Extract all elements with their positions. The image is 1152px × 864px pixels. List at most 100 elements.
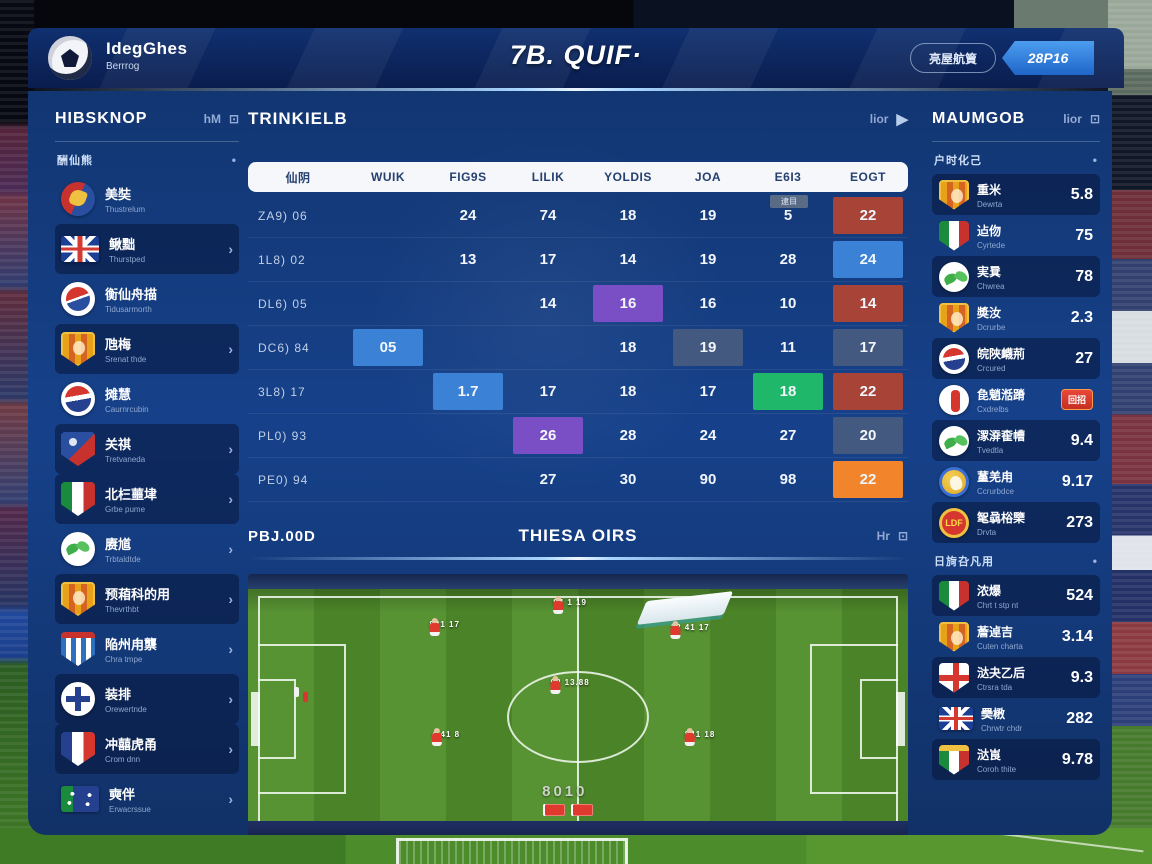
left-group-label[interactable]: 酬仙熊 • xyxy=(57,152,237,168)
right-group2-label[interactable]: 日㫊叴凡用 • xyxy=(934,553,1098,569)
player-marker: 4 41 8 xyxy=(432,728,460,739)
sidebar-item-team[interactable]: 赓馗 Trbtaldtde › xyxy=(55,524,239,574)
points-button[interactable]: 28P16 xyxy=(1002,41,1094,75)
stadium-crowd-right-background xyxy=(1108,0,1152,864)
column-header[interactable]: E6I3 xyxy=(774,170,802,184)
stat-name: 㲛骉㭲㯺 xyxy=(977,510,1026,525)
column-header[interactable]: FIG9S xyxy=(449,170,487,184)
table-cell: 90 xyxy=(699,471,717,488)
player-label: 68 13.88 xyxy=(550,677,590,687)
table-cell: 5 xyxy=(783,207,793,224)
field-section-divider xyxy=(248,557,908,560)
column-header[interactable]: 仙阴 xyxy=(285,170,311,185)
stat-subtitle: Cxdrelbs xyxy=(977,404,1009,414)
stat-list-item[interactable]: 奬汝 Dcrurbe 2.3 xyxy=(932,297,1100,338)
sidebar-item-team[interactable]: 北㭅蘁垏 Grbe pume › xyxy=(55,474,239,524)
team-subtitle: Thevrthbt xyxy=(105,605,139,614)
status-badge: 回招 xyxy=(1060,389,1093,410)
team-name: 摊慧 xyxy=(105,387,132,402)
column-header[interactable]: WUIK xyxy=(371,170,405,184)
table-row[interactable]: DC6) 84 05 18 19 11 17 xyxy=(248,326,908,370)
stat-name: 重米 xyxy=(977,182,1002,197)
table-cell-highlight: 22 xyxy=(833,461,903,498)
brand-block: IdegGhes Berrrog xyxy=(106,39,187,72)
column-header[interactable]: YOLDIS xyxy=(604,170,652,184)
table-cell: 18 xyxy=(619,207,637,224)
column-header[interactable]: JOA xyxy=(694,170,722,184)
stat-list-item[interactable]: 皖陜衊荊 Crcured 27 xyxy=(932,338,1100,379)
table-cell xyxy=(348,194,428,237)
table-row[interactable]: 3L8) 17 1.7 17 18 17 18 22 xyxy=(248,370,908,414)
sidebar-item-team[interactable]: 美奘 Thustrelum xyxy=(55,174,239,224)
team-flag-icon xyxy=(61,382,95,416)
sidebar-item-team[interactable]: 鳅黜 Thurstped › xyxy=(55,224,239,274)
table-title: TRINKIELB xyxy=(248,109,348,128)
right-sidebar-icons: lior ⊡ xyxy=(1063,112,1100,126)
sidebar-item-team[interactable]: 摊慧 Caurnrcubin xyxy=(55,374,239,424)
table-row[interactable]: PL0) 93 26 28 24 27 20 xyxy=(248,414,908,458)
bracket-icon[interactable]: ⊡ xyxy=(228,112,239,126)
stat-list-item[interactable]: 薝逴吉 Cuten charta 3.14 xyxy=(932,616,1100,657)
stat-list-item[interactable]: 㳠崀 Coroh thite 9.78 xyxy=(932,739,1100,780)
mode-pill-button[interactable]: 亮屋航簤 xyxy=(909,43,996,73)
stat-list-item[interactable]: 潈㴁㮅㡟 Tvedtla 9.4 xyxy=(932,420,1100,461)
table-more-button[interactable]: lior ▶ xyxy=(870,110,908,128)
bracket-icon[interactable]: ⊡ xyxy=(897,529,908,543)
table-cell: 27 xyxy=(539,471,557,488)
table-cell: 19 xyxy=(699,207,717,224)
grid-icon[interactable]: hM xyxy=(203,112,221,126)
table-row[interactable]: PE0) 94 27 30 90 98 22 xyxy=(248,458,908,502)
stat-list-item[interactable]: 実㠱 Chwrea 78 xyxy=(932,256,1100,297)
table-cell-highlight: 05 xyxy=(353,329,423,366)
more-label[interactable]: lior xyxy=(1063,112,1082,126)
player-marker: 841 17 xyxy=(429,618,459,629)
table-row[interactable]: ZA9) 06 24 74 18 19 5 22 xyxy=(248,194,908,238)
topbar-divider xyxy=(28,88,1124,91)
sidebar-item-team[interactable]: 衡仙舟描 Tidusarmorth xyxy=(55,274,239,324)
pitch-six-yard-box-right xyxy=(860,679,898,759)
stat-list-item[interactable]: 蓳羌甪 Ccrurbdce 9.17 xyxy=(932,461,1100,502)
row-label: 3L8) 17 xyxy=(258,384,306,399)
right-group1-label[interactable]: 户时化己 • xyxy=(934,152,1098,168)
team-subtitle: Thustrelum xyxy=(105,205,146,214)
column-header[interactable]: LILIK xyxy=(531,170,565,184)
sidebar-item-team[interactable]: 预葙科的用 Thevrthbt › xyxy=(55,574,239,624)
column-header[interactable]: EOGT xyxy=(849,170,886,184)
team-name: 装排 xyxy=(105,687,132,702)
sidebar-item-team[interactable]: 装排 Orewertnde › xyxy=(55,674,239,724)
right-group1-label-text: 户时化己 xyxy=(934,155,982,167)
table-row[interactable]: DL6) 05 14 16 16 10 14 xyxy=(248,282,908,326)
event-chip xyxy=(543,803,566,816)
stat-list-item[interactable]: 㳠夬乙后 Ctrsra tda 9.3 xyxy=(932,657,1100,698)
sidebar-item-team[interactable]: 冲囍虎甬 Crom dnn › xyxy=(55,724,239,774)
sidebar-item-team[interactable]: 虺梅 Srenat thde › xyxy=(55,324,239,374)
sidebar-item-team[interactable]: 奭伴 Erwacrssue › xyxy=(55,774,239,824)
table-row[interactable]: 1L8) 02 13 17 14 19 28 24 xyxy=(248,238,908,282)
team-name: 北㭅蘁垏 xyxy=(105,487,158,502)
stat-list-item[interactable]: LDF 㲛骉㭲㯺 Drvta 273 xyxy=(932,502,1100,543)
team-flag-icon xyxy=(939,744,969,775)
field-section-left-label: PBJ.00D xyxy=(248,527,316,545)
pitch-goal-left xyxy=(251,692,260,746)
player-marker: 13 41 17 xyxy=(671,621,710,632)
team-flag-icon xyxy=(939,302,969,333)
stat-list-item[interactable]: 重米 Dewrta 5.8 xyxy=(932,174,1100,215)
stat-list-item[interactable]: 奰㮘 Chrwtr chdr 282 xyxy=(932,698,1100,739)
row-label: DL6) 05 xyxy=(258,296,308,311)
sidebar-item-team[interactable]: 关祺 Tretvaneda › xyxy=(55,424,239,474)
sidebar-item-team[interactable]: 陥州甪龒 Chra tmpe › xyxy=(55,624,239,674)
team-flag-icon xyxy=(939,621,969,652)
stat-name: 㲋魈湉蹐 xyxy=(977,387,1026,402)
stat-list-item[interactable]: 㲋魈湉蹐 Cxdrelbs 回招 xyxy=(932,379,1100,420)
stat-value: 78 xyxy=(1075,267,1093,285)
bracket-icon[interactable]: ⊡ xyxy=(1089,112,1100,126)
stadium-goal-frame xyxy=(396,838,628,864)
ldf-crest-icon: LDF xyxy=(939,507,969,538)
list-icon[interactable]: Hr xyxy=(876,529,890,543)
stat-list-item[interactable]: 迠伆 Cyrtede 75 xyxy=(932,215,1100,256)
divider xyxy=(55,141,239,142)
stat-list-item[interactable]: 浓爆 Chrt t stp nt 524 xyxy=(932,575,1100,616)
stat-subtitle: Coroh thite xyxy=(977,764,1017,774)
table-cell: 10 xyxy=(779,295,797,312)
right-sidebar-header: MAUMGOB lior ⊡ xyxy=(932,105,1100,133)
